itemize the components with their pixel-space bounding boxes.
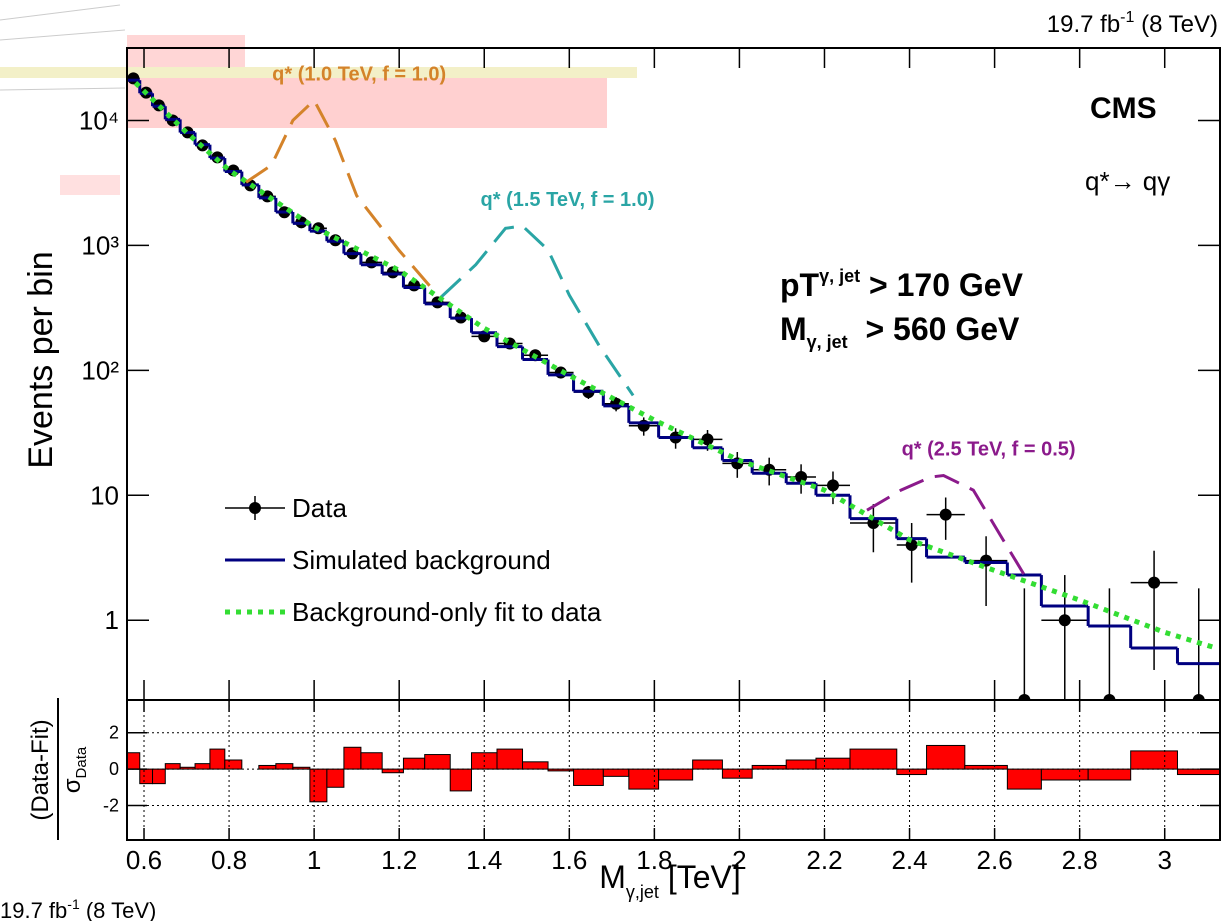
ratio-y-label: (Data-Fit) [27,719,54,820]
ratio-bar [164,763,181,770]
cut: Mγ, jet > 560 GeV [780,311,1020,352]
ratio-bar [1040,768,1089,781]
ratio-bar [424,754,451,770]
ratio-bar [721,768,753,779]
signal-label: q* (1.0 TeV, f = 1.0) [272,63,446,85]
data-point [826,479,839,492]
x-tick-label: 2 [732,845,746,875]
data-point [1018,694,1031,700]
ratio-bar [926,744,966,770]
y-tick-label: 10⁴ [79,105,119,135]
x-tick-label: 2.8 [1062,845,1098,875]
y-tick-label: 2 [109,723,119,743]
ratio-bar [343,746,362,770]
artifact [127,35,245,67]
x-tick-label: 1.2 [381,845,417,875]
ratio-bar [194,763,211,770]
data-point [1103,694,1116,700]
ratio-panel: 0.6 0.8 1 1.2 1.4 1.6 1.8 2 2.2 2.4 2.6 2.8 3 -2 0 2 [103,700,1220,875]
ratio-bar [573,768,604,786]
y-tick-label: -2 [103,795,119,815]
ratio-bar [1006,768,1042,790]
cut: pTγ, jet > 170 GeV [780,266,1024,303]
y-tick-label: 0 [109,759,119,779]
ratio-bar [381,768,404,774]
legend-label: Simulated background [292,545,551,575]
legend-label: Data [292,493,347,523]
ratio-bar [785,759,817,770]
y-tick-label: 1 [105,605,119,635]
artifact [0,4,126,91]
ratio-bar [309,768,328,803]
x-tick-label: 0.6 [126,845,162,875]
ratio-bar [522,761,549,770]
ratio-bar [224,759,243,770]
ratio-bar [258,764,277,770]
ratio-bar [360,752,383,770]
ratio-bar [1130,750,1178,770]
legend-marker [249,502,261,514]
x-axis-label: Mγ,jet [TeV] [599,859,740,902]
signal-label: q* (2.5 TeV, f = 0.5) [902,439,1076,461]
data-point [1192,694,1205,700]
ratio-bar [896,768,928,776]
ratio-bar [292,766,311,770]
x-tick-label: 3 [1157,845,1171,875]
y-tick-label: 10³ [81,230,119,260]
x-tick-label: 2.6 [977,845,1013,875]
signal-curve [245,97,435,291]
ratio-bar [964,764,1008,770]
ratio-bar [496,748,524,770]
x-tick-label: 1 [307,845,321,875]
ratio-bar [127,752,141,770]
x-tick-label: 0.8 [211,845,247,875]
ratio-bar [602,768,630,777]
ratio-bar [849,748,898,770]
ratio-bar [1176,768,1220,776]
process: q*→ qγ [1085,166,1170,196]
signal-curve [866,473,1026,576]
ratio-bar [815,757,851,770]
x-tick-label: 1.4 [466,845,502,875]
ratio-bar [139,768,154,785]
ratio-bar [449,768,472,792]
ratio-y-label: σData [59,746,90,793]
experiment: CMS [1090,92,1157,125]
ratio-frame [126,699,1221,841]
ratio-bar [692,759,723,770]
ratio-bar [402,757,426,770]
data-point [701,433,714,446]
plot-area [127,744,1220,803]
ratio-bar [209,748,226,770]
artifact [0,67,637,78]
y-axis-label: Events per bin [22,251,60,468]
artifact [127,78,607,128]
signal-curve [440,224,635,397]
ratio-bar [326,768,345,788]
main-frame [126,47,1221,701]
artifact [60,175,120,195]
data-point [1058,614,1071,627]
x-tick-label: 2.4 [891,845,927,875]
ratio-bar [275,763,294,770]
y-tick-label: 10² [81,355,119,385]
x-tick-label: 2.2 [806,845,842,875]
ratio-bar [1087,768,1132,781]
lumi: 19.7 fb-1 (8 TeV) [1047,9,1218,38]
x-tick-label: 1.8 [636,845,672,875]
data-point [1148,576,1161,589]
footer-lumi: 19.7 fb-1 (8 TeV) [0,896,156,921]
ratio-bar [751,764,787,770]
ratio-bar [152,768,166,785]
data-point [939,508,952,521]
signal-label: q* (1.5 TeV, f = 1.0) [481,189,655,211]
ratio-bar [658,768,694,781]
main-panel: 1 10 10² 10³ 10⁴ q* (1.0 TeV, f = 1.0) q* (1.5… [79,48,1220,700]
legend-label: Background-only fit to data [292,597,602,627]
plot-area [127,72,1220,700]
data-point [795,471,808,484]
y-tick-label: 10 [90,480,119,510]
x-tick-label: 1.6 [551,845,587,875]
